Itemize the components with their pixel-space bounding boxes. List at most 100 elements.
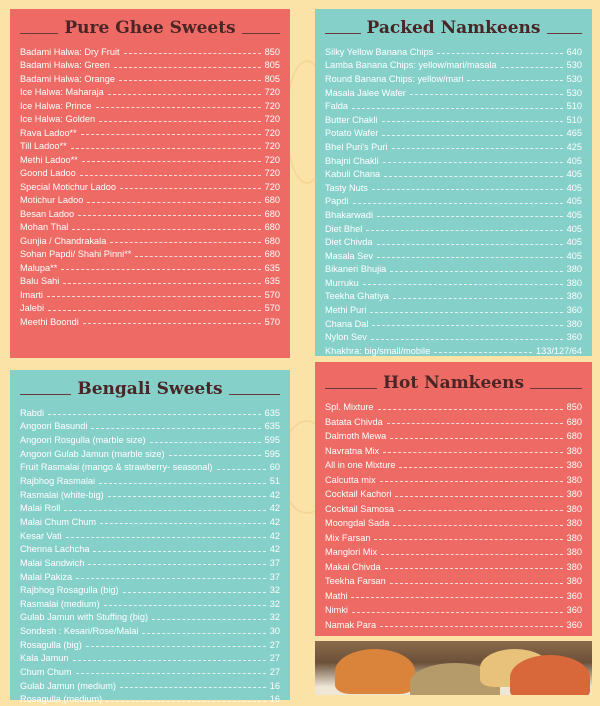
dotted-leader	[82, 323, 261, 325]
dotted-leader	[91, 427, 261, 429]
namkeen-food-photo	[315, 641, 592, 695]
dotted-leader	[382, 162, 563, 164]
item-price: 380	[566, 576, 582, 587]
item-price: 425	[566, 141, 582, 152]
dotted-leader	[371, 189, 563, 191]
item-price: 530	[566, 60, 582, 71]
item-price: 405	[566, 209, 582, 220]
item-name: Gulab Jamun with Stuffing (big)	[20, 612, 149, 623]
dotted-leader	[123, 53, 261, 55]
item-name: Bhel Puri's Puri	[325, 141, 388, 152]
menu-item: Nylon Sev 360	[325, 330, 582, 344]
item-price: 380	[566, 489, 582, 500]
item-price: 510	[566, 101, 582, 112]
dotted-leader	[48, 309, 261, 311]
menu-item: Angoori Gulab Jamun (marble size) 595	[20, 447, 280, 461]
item-name: Nimki	[325, 605, 348, 616]
dotted-leader	[381, 121, 563, 123]
item-name: Batata Chivda	[325, 416, 383, 427]
item-price: 380	[566, 474, 582, 485]
item-price: 380	[566, 264, 582, 275]
item-name: Teekha Ghatiya	[325, 291, 389, 302]
item-price: 360	[566, 605, 582, 616]
dotted-leader	[395, 495, 563, 497]
item-price: 720	[264, 141, 280, 152]
item-price: 720	[264, 100, 280, 111]
item-price: 380	[566, 547, 582, 558]
menu-item: Navratna Mix 380	[325, 444, 582, 459]
dotted-leader	[100, 523, 266, 525]
item-name: Namak Para	[325, 619, 377, 630]
item-price: 680	[264, 249, 280, 260]
dotted-leader	[87, 201, 261, 203]
item-price: 51	[269, 476, 280, 487]
dotted-leader	[377, 216, 563, 218]
dotted-leader	[64, 509, 266, 511]
dotted-leader	[437, 53, 563, 55]
item-price: 380	[566, 561, 582, 572]
menu-item: Rosagulla (medium) 16	[20, 692, 280, 706]
item-name: Badami Halwa: Green	[20, 60, 110, 71]
menu-item: Silky Yellow Banana Chips 640	[325, 45, 582, 59]
item-price: 530	[566, 87, 582, 98]
dotted-leader	[152, 618, 266, 620]
item-price: 405	[566, 223, 582, 234]
item-price: 680	[264, 235, 280, 246]
menu-list: Spl. Mixture 850 Batata Chivda 680 Dalmoth M…	[325, 400, 582, 632]
dotted-leader	[149, 441, 261, 443]
item-name: Badami Halwa: Dry Fruit	[20, 46, 120, 57]
item-price: 360	[566, 332, 582, 343]
item-name: Malai Sandwich	[20, 557, 85, 568]
item-name: Dalmoth Mewa	[325, 431, 387, 442]
menu-item: All in one Mixture 380	[325, 458, 582, 473]
dotted-leader	[93, 550, 266, 552]
dotted-leader	[85, 646, 266, 648]
menu-item: Methi Ladoo** 720	[20, 153, 280, 167]
item-name: Chenna Lachcha	[20, 544, 90, 555]
item-name: Balu Sahi	[20, 276, 60, 287]
item-price: 635	[264, 276, 280, 287]
dotted-leader	[351, 597, 563, 599]
divider	[228, 393, 280, 395]
item-price: 570	[264, 303, 280, 314]
item-name: Rajbhog Rosagulla (big)	[20, 585, 119, 596]
item-price: 32	[269, 612, 280, 623]
menu-item: Teekha Ghatiya 380	[325, 290, 582, 304]
dotted-leader	[72, 659, 266, 661]
dotted-leader	[142, 632, 266, 634]
item-price: 37	[269, 571, 280, 582]
dotted-leader	[384, 175, 563, 177]
dotted-leader	[399, 466, 563, 468]
item-name: Ice Halwa: Prince	[20, 100, 92, 111]
item-price: 850	[264, 46, 280, 57]
item-price: 42	[269, 503, 280, 514]
menu-item: Rajbhog Rosagulla (big) 32	[20, 583, 280, 597]
item-name: Rosagulla (big)	[20, 639, 82, 650]
item-name: Badami Halwa: Orange	[20, 73, 115, 84]
item-name: Rasmalai (white-big)	[20, 489, 104, 500]
item-name: Sondesh : Kesari/Rose/Malai	[20, 626, 139, 637]
item-price: 42	[269, 544, 280, 555]
section-title: Pure Ghee Sweets	[20, 13, 281, 43]
menu-item: Kabuli Chana 405	[325, 167, 582, 181]
section-title-text: Hot Namkeens	[382, 373, 525, 393]
menu-item: Motichur Ladoo 680	[20, 194, 280, 208]
divider	[530, 387, 582, 389]
dotted-leader	[70, 147, 261, 149]
item-name: Rava Ladoo**	[20, 127, 77, 138]
item-price: 720	[264, 181, 280, 192]
item-price: 850	[566, 402, 582, 413]
item-price: 16	[269, 680, 280, 691]
dotted-leader	[122, 591, 266, 593]
item-price: 380	[566, 318, 582, 329]
dotted-leader	[120, 188, 261, 190]
item-price: 640	[566, 46, 582, 57]
item-price: 530	[566, 73, 582, 84]
item-price: 32	[269, 585, 280, 596]
dotted-leader	[80, 134, 261, 136]
section-title: Hot Namkeens	[325, 368, 582, 398]
menu-item: Namak Para 360	[325, 618, 582, 633]
item-price: 32	[269, 598, 280, 609]
item-name: Special Motichur Ladoo	[20, 181, 117, 192]
item-name: Falda	[325, 101, 348, 112]
